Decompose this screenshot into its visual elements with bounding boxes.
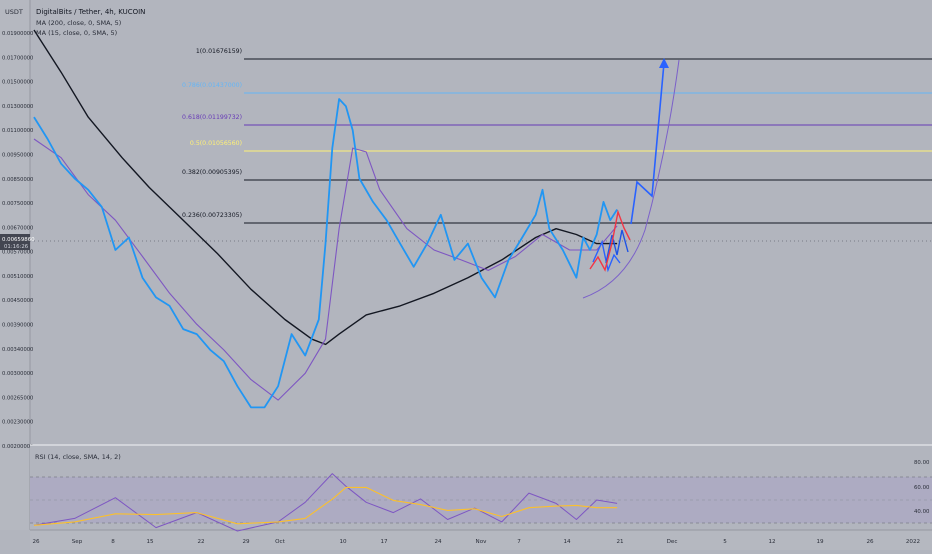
ma200-legend[interactable]: MA (200, close, 0, SMA, 5): [36, 19, 121, 27]
series-lines: [33, 29, 618, 532]
fib-label: 0.5(0.01056560): [190, 140, 242, 147]
price-tick-label: 0.01300000: [2, 104, 33, 110]
price-axis-ticks: 0.01900000 0.01700000 0.01500000 0.01300000…: [2, 31, 33, 450]
current-price-countdown: 01:16:26: [4, 244, 29, 250]
time-tick-label: 22: [197, 539, 204, 545]
price-tick-label: 0.00670000: [2, 225, 33, 231]
rsi-line: [33, 473, 618, 532]
rsi-tick-label: 60.00: [914, 485, 930, 491]
red-projection-path[interactable]: [589, 209, 631, 272]
currency-label: USDT: [5, 8, 23, 16]
time-tick-label: Dec: [667, 539, 678, 545]
projection-arrowhead: [659, 58, 669, 68]
time-tick-label: 24: [434, 539, 442, 545]
fib-label: 0.786(0.01437000): [182, 82, 242, 89]
time-tick-label: 26: [866, 539, 874, 545]
price-line: [33, 98, 618, 409]
fib-label: 1(0.01676159): [196, 48, 242, 55]
price-tick-label: 0.00850000: [2, 177, 33, 183]
symbol-title[interactable]: DigitalBits / Tether, 4h, KUCOIN: [36, 8, 145, 16]
rsi-ma-line: [33, 486, 618, 526]
price-tick-label: 0.00510000: [2, 274, 33, 280]
price-tick-label: 0.00300000: [2, 371, 33, 377]
current-price-value: 0.00659860: [2, 237, 35, 243]
time-tick-label: 26: [32, 539, 40, 545]
rsi-label: RSI (14, close, SMA, 14, 2): [35, 453, 121, 461]
time-tick-label: 29: [242, 539, 250, 545]
time-tick-label: 14: [563, 539, 571, 545]
ma15-legend[interactable]: MA (15, close, 0, SMA, 5): [36, 29, 117, 37]
fib-label: 0.236(0.00723305): [182, 212, 242, 219]
ma200-line: [33, 29, 618, 346]
time-tick-label: 17: [380, 539, 388, 545]
time-axis[interactable]: [30, 530, 932, 550]
price-tick-label: 0.00750000: [2, 201, 33, 207]
projection-small-path[interactable]: [592, 239, 621, 273]
rsi-axis-ticks: 80.00 60.00 40.00: [914, 460, 930, 515]
time-tick-label: Nov: [476, 539, 488, 545]
price-tick-label: 0.00340000: [2, 347, 33, 353]
time-tick-label: 5: [723, 539, 727, 545]
price-tick-label: 0.01100000: [2, 128, 33, 134]
ma15-line: [33, 138, 618, 401]
time-tick-label: Oct: [275, 539, 285, 545]
arc-projection[interactable]: [582, 59, 680, 299]
time-tick-label: 21: [616, 539, 624, 545]
time-tick-label: 19: [816, 539, 824, 545]
fib-label: 0.382(0.00905395): [182, 169, 242, 176]
rsi-tick-label: 80.00: [914, 460, 930, 466]
price-tick-label: 0.01700000: [2, 55, 33, 61]
time-tick-label: 2022: [906, 539, 920, 545]
price-tick-label: 0.00950000: [2, 152, 33, 158]
fibonacci-levels[interactable]: 1(0.01676159) 0.786(0.01437000) 0.618(0.01…: [182, 48, 932, 224]
price-tick-label: 0.01900000: [2, 31, 33, 37]
time-tick-label: 7: [517, 539, 521, 545]
time-tick-label: 8: [111, 539, 115, 545]
time-tick-label: 15: [146, 539, 154, 545]
price-tick-label: 0.00390000: [2, 323, 33, 329]
price-tick-label: 0.00570000: [2, 250, 33, 256]
time-tick-label: Sep: [72, 539, 83, 545]
price-tick-label: 0.00200000: [2, 444, 33, 450]
fib-label: 0.618(0.01199732): [182, 114, 242, 121]
time-tick-label: 12: [768, 539, 775, 545]
price-tick-label: 0.00265000: [2, 395, 33, 401]
price-tick-label: 0.00450000: [2, 298, 33, 304]
time-tick-label: 10: [339, 539, 347, 545]
price-tick-label: 0.01500000: [2, 80, 33, 86]
projection-path-upper[interactable]: [630, 62, 665, 225]
projection-path-lower[interactable]: [605, 229, 629, 264]
rsi-tick-label: 40.00: [914, 509, 930, 515]
price-scale[interactable]: [0, 0, 30, 530]
price-tick-label: 0.00230000: [2, 420, 33, 426]
current-price-tag: [0, 234, 30, 250]
time-axis-ticks: 26 Sep 8 15 22 29 Oct 10 17 24 Nov 7 14 21 Dec 5 12 19 26 2…: [32, 539, 920, 545]
